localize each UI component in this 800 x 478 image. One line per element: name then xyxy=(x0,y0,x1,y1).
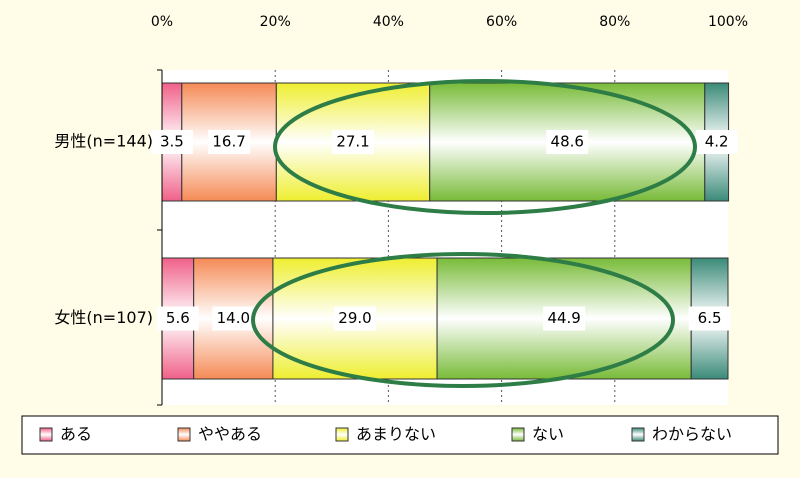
data-label: 29.0 xyxy=(338,309,371,327)
data-label-bg xyxy=(334,306,377,331)
x-tick-label: 0% xyxy=(151,14,173,30)
highlight-ellipse xyxy=(251,252,675,388)
x-tick-label: 100% xyxy=(708,14,748,30)
x-tick-label: 40% xyxy=(373,14,404,30)
category-label: 女性(n=107) xyxy=(54,308,153,327)
legend-swatch xyxy=(511,427,525,442)
data-label: 27.1 xyxy=(336,133,369,151)
legend-box xyxy=(21,415,779,455)
data-label: 16.7 xyxy=(212,133,245,151)
legend-swatch xyxy=(631,427,645,442)
legend-swatch xyxy=(177,427,191,442)
legend-swatch xyxy=(39,427,53,442)
legend-label: あまりない xyxy=(356,425,436,444)
legend-label: わからない xyxy=(652,425,732,444)
x-tick-label: 80% xyxy=(599,14,630,30)
data-label-bg xyxy=(688,306,731,331)
data-label-bg xyxy=(212,306,255,331)
data-label: 44.9 xyxy=(547,309,580,327)
data-label: 5.6 xyxy=(166,309,190,327)
legend-label: ある xyxy=(60,425,92,444)
data-label: 6.5 xyxy=(698,309,722,327)
data-label-bg xyxy=(332,130,375,154)
data-label: 14.0 xyxy=(217,309,250,327)
data-label: 48.6 xyxy=(551,133,584,151)
legend-swatch xyxy=(335,427,349,442)
category-label: 男性(n=144) xyxy=(54,132,153,151)
legend-label: ややある xyxy=(198,425,262,444)
data-label-bg xyxy=(156,306,199,331)
highlight-ellipse xyxy=(273,79,697,215)
data-label-bg xyxy=(150,130,193,154)
x-tick-label: 60% xyxy=(486,14,517,30)
data-label: 4.2 xyxy=(705,133,729,151)
data-label-bg xyxy=(546,130,589,154)
data-label-bg xyxy=(543,306,586,331)
legend-label: ない xyxy=(532,425,564,444)
data-label-bg xyxy=(695,130,738,154)
x-tick-label: 20% xyxy=(260,14,291,30)
data-label: 3.5 xyxy=(160,133,184,151)
data-label-bg xyxy=(208,130,251,154)
